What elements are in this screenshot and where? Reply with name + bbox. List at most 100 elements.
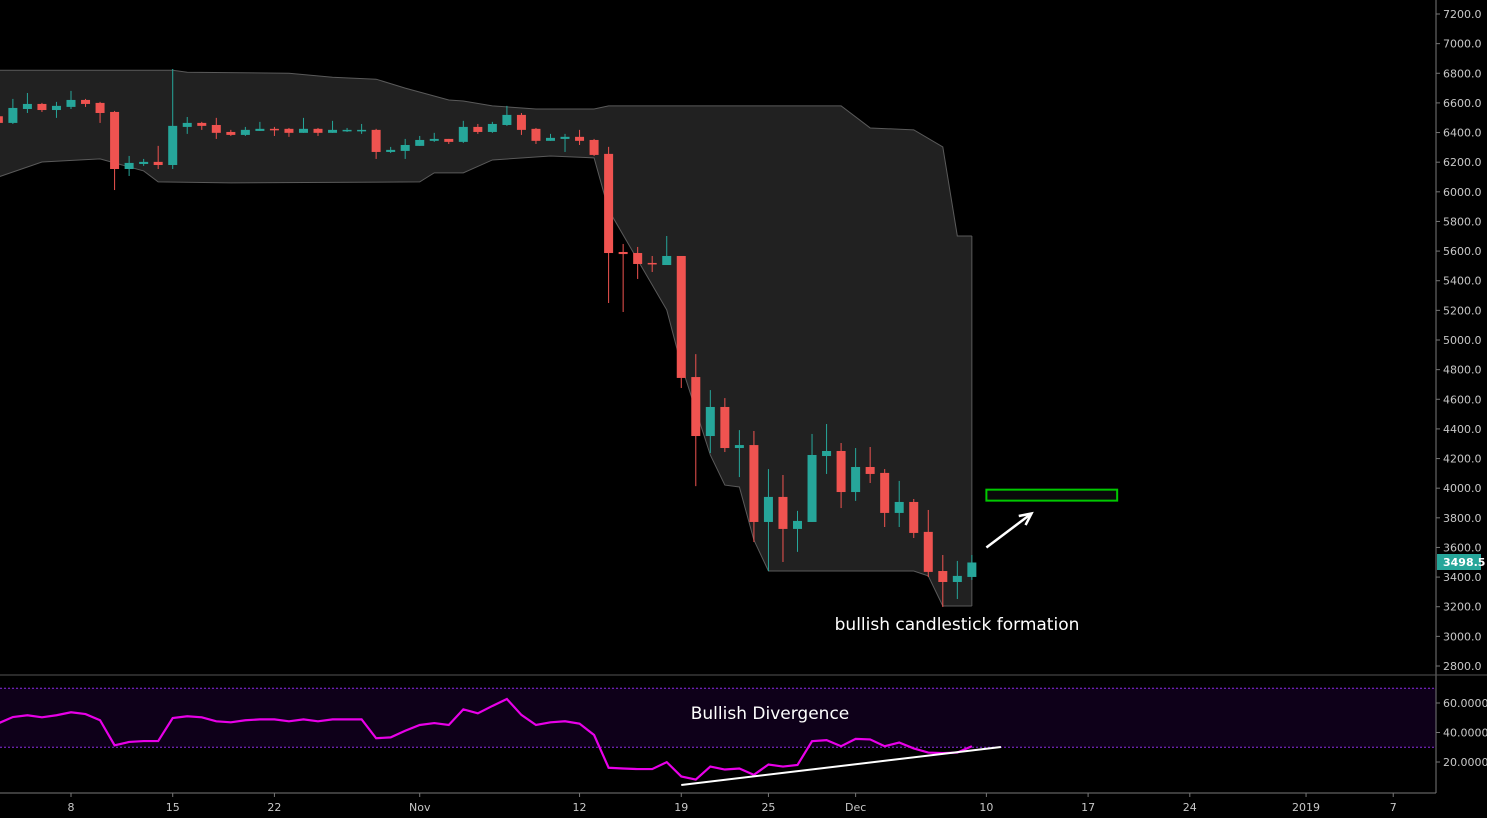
candle xyxy=(66,90,76,109)
candle xyxy=(110,110,120,191)
candle-body xyxy=(909,501,919,533)
candle xyxy=(415,135,425,146)
candle-body xyxy=(749,445,759,522)
price-tick-label: 2800.0 xyxy=(1443,660,1482,673)
candle-body xyxy=(575,136,585,141)
candle-body xyxy=(720,406,730,449)
candle xyxy=(575,129,585,145)
candle-body xyxy=(778,496,788,529)
rsi-annotation-label[interactable]: Bullish Divergence xyxy=(691,704,850,724)
candle xyxy=(938,555,948,608)
candle-body xyxy=(691,377,701,437)
candlestick-series xyxy=(0,68,977,608)
annotations: bullish candlestick formation Bullish Di… xyxy=(681,488,1119,787)
candle-body xyxy=(168,125,178,165)
candle xyxy=(604,146,614,303)
time-tick-label: 15 xyxy=(166,801,180,814)
price-tick-label: 3200.0 xyxy=(1443,601,1482,614)
time-tick-label: 10 xyxy=(979,801,993,814)
candle-body xyxy=(633,253,643,264)
candle xyxy=(226,129,236,136)
rsi-pane xyxy=(0,687,1436,781)
candle xyxy=(22,92,32,113)
candle-body xyxy=(415,139,425,146)
candle-body xyxy=(110,111,120,169)
candle-body xyxy=(473,126,483,132)
candle-body xyxy=(8,107,18,123)
candle-body xyxy=(139,161,149,164)
time-axis[interactable]: 8 15 22 Nov 12 19 25 Dec 10 17 24 2019 7 xyxy=(68,793,1397,814)
candle-annotation-label[interactable]: bullish candlestick formation xyxy=(835,615,1080,635)
target-box[interactable] xyxy=(985,488,1119,502)
candle-body xyxy=(560,136,570,139)
candle-body xyxy=(793,520,802,529)
candle-body xyxy=(269,128,279,131)
time-tick-label: 24 xyxy=(1183,801,1197,814)
candle xyxy=(734,430,744,478)
candle xyxy=(894,480,904,528)
price-tick-label: 6200.0 xyxy=(1443,156,1482,169)
candle xyxy=(720,398,730,453)
price-tick-label: 5800.0 xyxy=(1443,215,1482,228)
candle-body xyxy=(284,128,294,133)
arrow-up-right-icon[interactable] xyxy=(985,512,1033,549)
price-tick-label: 4000.0 xyxy=(1443,482,1482,495)
candle-body xyxy=(357,129,367,132)
last-price-label: 3498.5 xyxy=(1437,554,1485,570)
rsi-trendline[interactable] xyxy=(681,745,1002,787)
candle xyxy=(298,117,308,133)
candle-body xyxy=(400,144,410,151)
candle-body xyxy=(836,450,846,493)
candle-body xyxy=(894,501,904,513)
candle xyxy=(909,498,919,538)
candle xyxy=(386,146,396,153)
channel-fill xyxy=(0,70,972,606)
candle xyxy=(763,469,773,572)
price-axis[interactable]: 7200.0 7000.0 6800.0 6600.0 6400.0 6200.0 6000… xyxy=(1436,8,1482,673)
time-tick-label: 19 xyxy=(674,801,688,814)
candle-body xyxy=(705,406,715,437)
candle-body xyxy=(197,122,207,126)
candle xyxy=(342,127,352,132)
price-tick-label: 4800.0 xyxy=(1443,364,1482,377)
candle xyxy=(400,138,410,159)
price-tick-label: 5000.0 xyxy=(1443,334,1482,347)
rsi-tick-label: 60.0000 xyxy=(1443,697,1487,710)
candle-body xyxy=(662,255,672,266)
candle-body xyxy=(807,454,817,522)
candle-body xyxy=(255,128,265,131)
candle-body xyxy=(182,122,192,127)
candle-body xyxy=(51,105,61,111)
candle xyxy=(313,127,323,136)
candle xyxy=(284,127,294,137)
candle-body xyxy=(66,99,76,107)
candle xyxy=(705,390,715,454)
candle xyxy=(531,127,541,144)
candle xyxy=(662,235,672,266)
candle xyxy=(81,98,91,107)
candle-body xyxy=(298,128,308,133)
candle-body xyxy=(226,131,236,135)
candle xyxy=(502,105,512,126)
candle-body xyxy=(618,251,628,255)
candle-body xyxy=(211,124,221,133)
candle xyxy=(807,433,817,522)
price-tick-label: 4200.0 xyxy=(1443,453,1482,466)
candle xyxy=(371,128,381,159)
candle-body xyxy=(967,562,977,577)
candle xyxy=(0,116,3,123)
time-tick-label: 22 xyxy=(267,801,281,814)
channel-lower-line xyxy=(0,155,972,607)
candle-body xyxy=(851,466,861,493)
candle xyxy=(269,126,279,136)
price-tick-label: 3800.0 xyxy=(1443,512,1482,525)
price-tick-label: 7200.0 xyxy=(1443,8,1482,21)
candle xyxy=(923,509,933,577)
price-tick-label: 7000.0 xyxy=(1443,38,1482,51)
candle-body xyxy=(822,450,832,457)
candle xyxy=(647,255,657,272)
candle-body xyxy=(0,116,3,123)
rsi-axis[interactable]: 60.0000 40.0000 20.0000 xyxy=(1436,697,1487,769)
